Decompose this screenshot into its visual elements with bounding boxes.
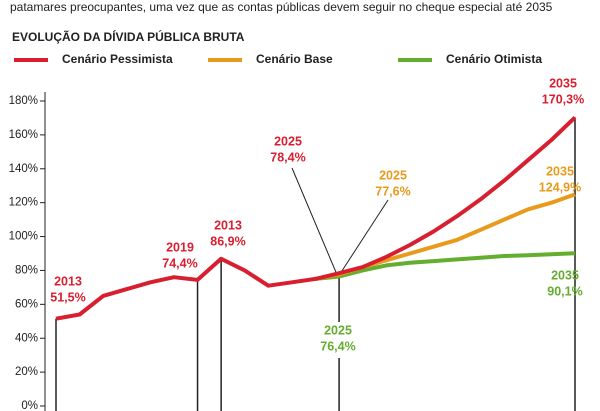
annotation: 2035 <box>549 76 577 90</box>
annotation: 2035 <box>551 268 579 282</box>
leader-line <box>337 199 389 278</box>
intro-text: patamares preocupantes, uma vez que as c… <box>10 0 553 14</box>
annotation: 2025 <box>379 168 407 182</box>
legend-label: Cenário Otimista <box>446 52 542 66</box>
legend-label: Cenário Pessimista <box>62 52 173 66</box>
annotation: 90,1% <box>547 284 582 298</box>
y-tick-label: 120% <box>9 197 38 209</box>
annotation: 77,6% <box>375 184 410 198</box>
y-tick-label: 180% <box>9 95 38 107</box>
annotation: 51,5% <box>50 290 85 304</box>
annotation: 78,4% <box>270 150 305 164</box>
annotation: 124,9% <box>539 180 581 194</box>
annotation: 2035 <box>546 164 574 178</box>
annotation: 2025 <box>324 323 352 337</box>
chart-title: EVOLUÇÃO DA DÍVIDA PÚBLICA BRUTA <box>12 29 245 44</box>
y-tick-label: 160% <box>9 129 38 141</box>
annotation: 2025 <box>274 134 302 148</box>
y-tick-label: 140% <box>9 163 38 175</box>
y-tick-label: 0% <box>21 400 38 411</box>
series-line <box>55 115 577 321</box>
annotation: 86,9% <box>210 234 245 248</box>
annotation: 170,3% <box>542 92 584 106</box>
y-tick-label: 20% <box>15 366 38 378</box>
annotation: 74,4% <box>162 256 197 270</box>
y-tick-label: 80% <box>15 264 38 276</box>
y-tick-label: 100% <box>9 231 38 243</box>
series-line <box>315 192 576 281</box>
annotation: 76,4% <box>320 339 355 353</box>
annotation: 2013 <box>54 274 82 288</box>
leader-line <box>291 167 339 278</box>
y-tick-label: 40% <box>15 332 38 344</box>
annotation: 2019 <box>166 240 194 254</box>
legend-label: Cenário Base <box>256 52 333 66</box>
series-line <box>315 251 576 281</box>
annotation: 2013 <box>214 218 242 232</box>
y-tick-label: 60% <box>15 298 38 310</box>
